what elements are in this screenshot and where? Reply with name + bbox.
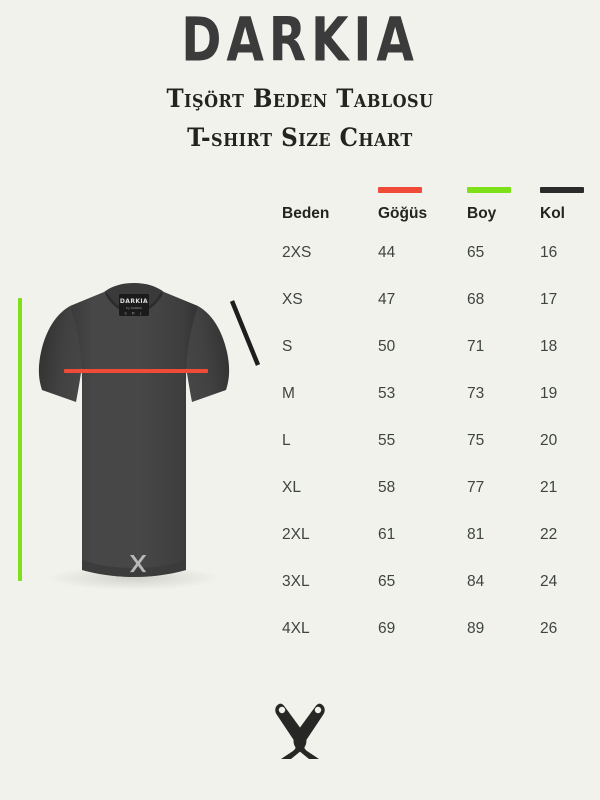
page-header: DARKIA Tişört Beden Tablosu T-shirt Size… [0,0,600,152]
table-row: 3XL 65 84 24 [282,564,582,611]
cell-chest: 58 [378,479,396,496]
cell-length: 73 [467,385,485,402]
cell-sleeve: 22 [540,526,558,543]
table-row: 4XL 69 89 26 [282,611,582,658]
tshirt-image: DARKIA by DARKIA S M L [34,278,234,590]
cell-length: 68 [467,291,485,308]
table-row: XL 58 77 21 [282,470,582,517]
column-header-chest: Göğüs [378,205,428,222]
cell-sleeve: 26 [540,620,558,637]
cell-sleeve: 20 [540,432,558,449]
cell-length: 75 [467,432,485,449]
cell-chest: 55 [378,432,396,449]
table-row: 2XS 44 65 16 [282,235,582,282]
length-accent-bar [467,187,511,193]
size-chart-table: Beden Göğüs Boy Kol 2XS 44 65 16 XS 47 6… [282,183,584,658]
cell-chest: 69 [378,620,396,637]
cell-sleeve: 17 [540,291,558,308]
page-title-turkish: Tişört Beden Tablosu [166,83,434,113]
table-row: XS 47 68 17 [282,282,582,329]
cell-sleeve: 24 [540,573,558,590]
cell-sleeve: 18 [540,338,558,355]
table-row: M 53 73 19 [282,376,582,423]
svg-text:S M L: S M L [124,312,143,316]
svg-text:by DARKIA: by DARKIA [126,306,143,310]
accent-bar-row [282,183,584,197]
length-guide-line [18,298,22,581]
chest-guide-line [64,369,208,373]
table-row: 2XL 61 81 22 [282,517,582,564]
table-row: S 50 71 18 [282,329,582,376]
sleeve-accent-bar [540,187,584,193]
crossed-x-logo-icon [262,692,338,768]
table-row: L 55 75 20 [282,423,582,470]
cell-size: 3XL [282,573,310,590]
table-header-row: Beden Göğüs Boy Kol [282,197,582,235]
column-header-length: Boy [467,205,497,222]
cell-chest: 65 [378,573,396,590]
svg-text:DARKIA: DARKIA [120,298,148,305]
cell-chest: 50 [378,338,396,355]
page-title-english: T-shirt Size Chart [187,122,413,152]
cell-chest: 53 [378,385,396,402]
brand-wordmark: DARKIA [181,4,419,76]
cell-size: 2XL [282,526,310,543]
cell-chest: 44 [378,244,396,261]
cell-length: 77 [467,479,485,496]
sleeve-guide-line [228,298,264,368]
cell-size: L [282,432,291,449]
shirt-illustration-panel: DARKIA by DARKIA S M L [0,270,280,600]
cell-size: XS [282,291,303,308]
cell-size: 4XL [282,620,310,637]
cell-size: S [282,338,293,355]
cell-chest: 47 [378,291,396,308]
column-header-sleeve: Kol [540,205,565,222]
cell-sleeve: 16 [540,244,558,261]
cell-length: 84 [467,573,485,590]
cell-length: 71 [467,338,485,355]
cell-chest: 61 [378,526,396,543]
cell-length: 81 [467,526,485,543]
column-header-size: Beden [282,205,330,222]
cell-sleeve: 21 [540,479,558,496]
cell-sleeve: 19 [540,385,558,402]
cell-length: 89 [467,620,485,637]
cell-length: 65 [467,244,485,261]
chest-accent-bar [378,187,422,193]
cell-size: M [282,385,295,402]
cell-size: XL [282,479,301,496]
cell-size: 2XS [282,244,312,261]
